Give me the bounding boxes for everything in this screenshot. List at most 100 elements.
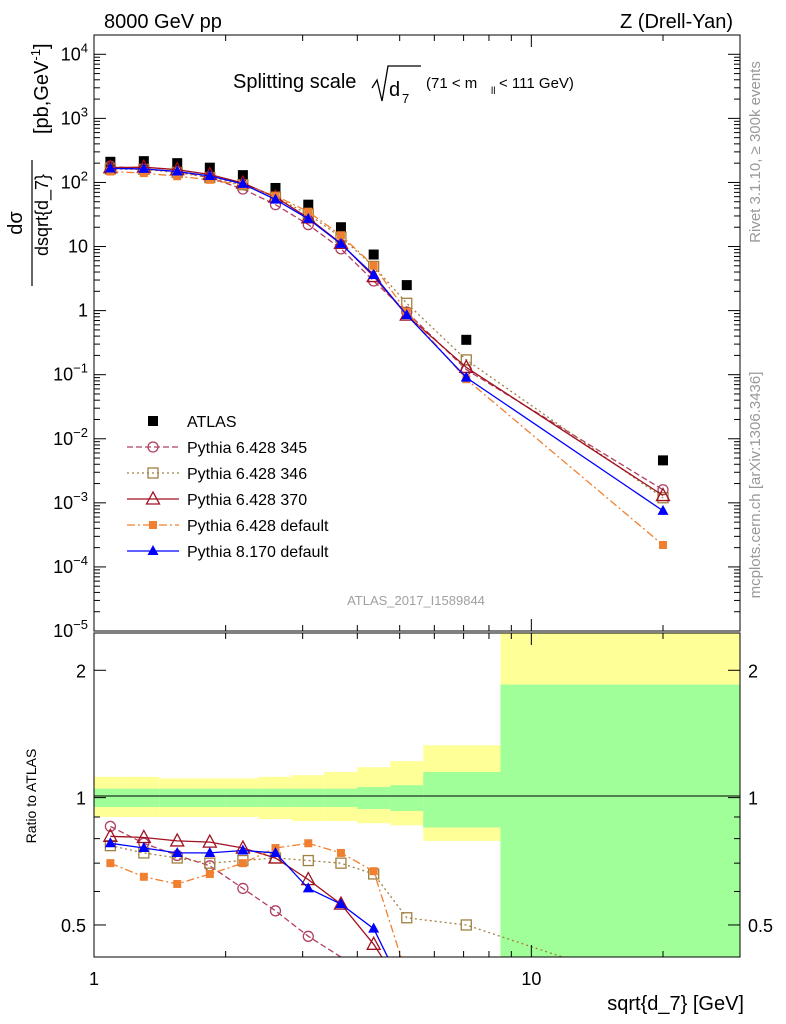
legend-entry: Pythia 6.428 345 <box>127 440 307 457</box>
series-line <box>110 167 664 512</box>
ratio-panel: 0.5 0.5 1 1 2 2 1 10 Ratio to ATLAS sqrt{d_7} [… <box>23 632 773 1015</box>
ylabel-numerator: dσ <box>5 211 27 235</box>
ratio-axis-ticks: 0.5 0.5 1 1 2 2 1 10 <box>61 633 773 989</box>
inner-band <box>258 788 292 808</box>
plot-title: Splitting scale d 7 (71 < m ll < 111 GeV… <box>233 65 574 106</box>
ratio-point <box>302 882 314 893</box>
inner-band <box>390 785 424 811</box>
ratio-point <box>106 859 115 868</box>
legend-label: Pythia 6.428 345 <box>187 440 307 457</box>
legend-label: Pythia 6.428 default <box>187 518 329 535</box>
ratio-point <box>138 842 150 853</box>
data-point <box>302 212 314 223</box>
data-point <box>303 199 314 210</box>
data-point <box>401 309 413 320</box>
legend-marker <box>147 467 159 479</box>
data-point <box>368 249 379 260</box>
x-tick-label: 10 <box>521 969 541 989</box>
legend-label: Pythia 6.428 346 <box>187 466 307 483</box>
data-point <box>269 193 281 204</box>
ratio-point <box>366 935 382 950</box>
title-main: Splitting scale <box>233 71 356 93</box>
ratio-point <box>169 832 185 847</box>
data-point <box>368 268 380 279</box>
ratio-point <box>302 930 314 942</box>
analysis-watermark: ATLAS_2017_I1589844 <box>347 593 485 608</box>
series-pythia-8-170-default <box>104 162 669 515</box>
y-tick-label: 1 <box>78 301 88 321</box>
ratio-point <box>104 837 116 848</box>
inner-band <box>291 788 325 808</box>
ylabel-denominator: dsqrt{d_7} <box>32 174 53 256</box>
inner-band <box>423 771 501 828</box>
legend-entry: ATLAS <box>148 414 237 431</box>
inner-band <box>127 788 160 808</box>
ratio-point <box>401 912 413 924</box>
header-left: 8000 GeV pp <box>104 11 222 33</box>
y-tick-label: 10 <box>68 237 88 257</box>
title-sub: 7 <box>402 91 409 106</box>
y-tick-label: 10−2 <box>53 425 88 449</box>
ratio-point <box>368 922 380 933</box>
data-point <box>104 162 116 173</box>
data-point <box>401 280 412 291</box>
y-tick-label: 10−4 <box>53 553 88 577</box>
ratio-line <box>110 835 383 957</box>
ratio-series <box>102 820 565 957</box>
y-axis-label: dσ dsqrt{d_7} [pb,GeV-1] <box>5 43 53 286</box>
data-point <box>139 169 148 178</box>
legend-entry: Pythia 8.170 default <box>127 544 329 561</box>
legend-marker <box>145 490 161 505</box>
ratio-point <box>304 839 313 848</box>
data-point <box>204 170 216 181</box>
data-point <box>655 487 671 502</box>
ratio-point <box>204 846 216 857</box>
data-point <box>657 504 669 515</box>
ratio-point <box>336 848 345 857</box>
ratio-y-tick-label: 0.5 <box>61 916 86 936</box>
ylabel-unit: [pb,GeV-1] <box>28 43 53 134</box>
legend-label: Pythia 6.428 370 <box>187 492 307 509</box>
inner-band <box>159 788 193 808</box>
ratio-point <box>269 905 282 917</box>
ratio-pythia-8-170-default <box>104 837 389 957</box>
uncertainty-bands <box>94 633 740 957</box>
ratio-ylabel: Ratio to ATLAS <box>23 749 39 844</box>
data-point <box>171 165 183 176</box>
y-tick-label: 104 <box>61 40 88 64</box>
legend-entry: Pythia 6.428 346 <box>127 466 307 483</box>
ratio-point <box>173 879 182 888</box>
y-tick-label: 102 <box>61 168 88 192</box>
ratio-point <box>171 846 183 857</box>
legend-entry: Pythia 6.428 default <box>127 518 329 535</box>
inner-band <box>225 788 259 808</box>
series-line <box>110 166 664 497</box>
data-point <box>335 237 347 248</box>
main-panel: Splitting scale d 7 (71 < m ll < 111 GeV… <box>5 34 741 641</box>
sqrt-sign-icon <box>371 65 421 102</box>
inner-band <box>94 788 128 808</box>
ratio-line <box>110 844 565 957</box>
data-point <box>173 172 182 181</box>
data-point <box>369 261 378 270</box>
ratio-line <box>110 842 402 957</box>
legend-label: Pythia 8.170 default <box>187 544 329 561</box>
data-point <box>658 540 667 549</box>
ratio-line <box>110 825 342 957</box>
ratio-point <box>104 820 117 833</box>
rivet-note: Rivet 3.1.10, ≥ 300k events <box>747 61 764 243</box>
series-line <box>110 165 664 491</box>
y-tick-label: 10−3 <box>53 489 88 513</box>
x-tick-label: 1 <box>89 969 99 989</box>
series-line <box>110 170 664 546</box>
y-tick-label: 10−1 <box>53 361 88 385</box>
legend: ATLAS Pythia 6.428 345 Pythia 6.428 346 Pyt… <box>127 414 329 561</box>
legend-marker <box>149 521 157 529</box>
ratio-y-tick-label-right: 2 <box>748 661 758 681</box>
ratio-point <box>302 854 314 867</box>
ratio-point <box>205 869 214 878</box>
inner-band <box>500 684 740 957</box>
ratio-point <box>269 846 281 857</box>
ratio-point <box>460 919 472 931</box>
